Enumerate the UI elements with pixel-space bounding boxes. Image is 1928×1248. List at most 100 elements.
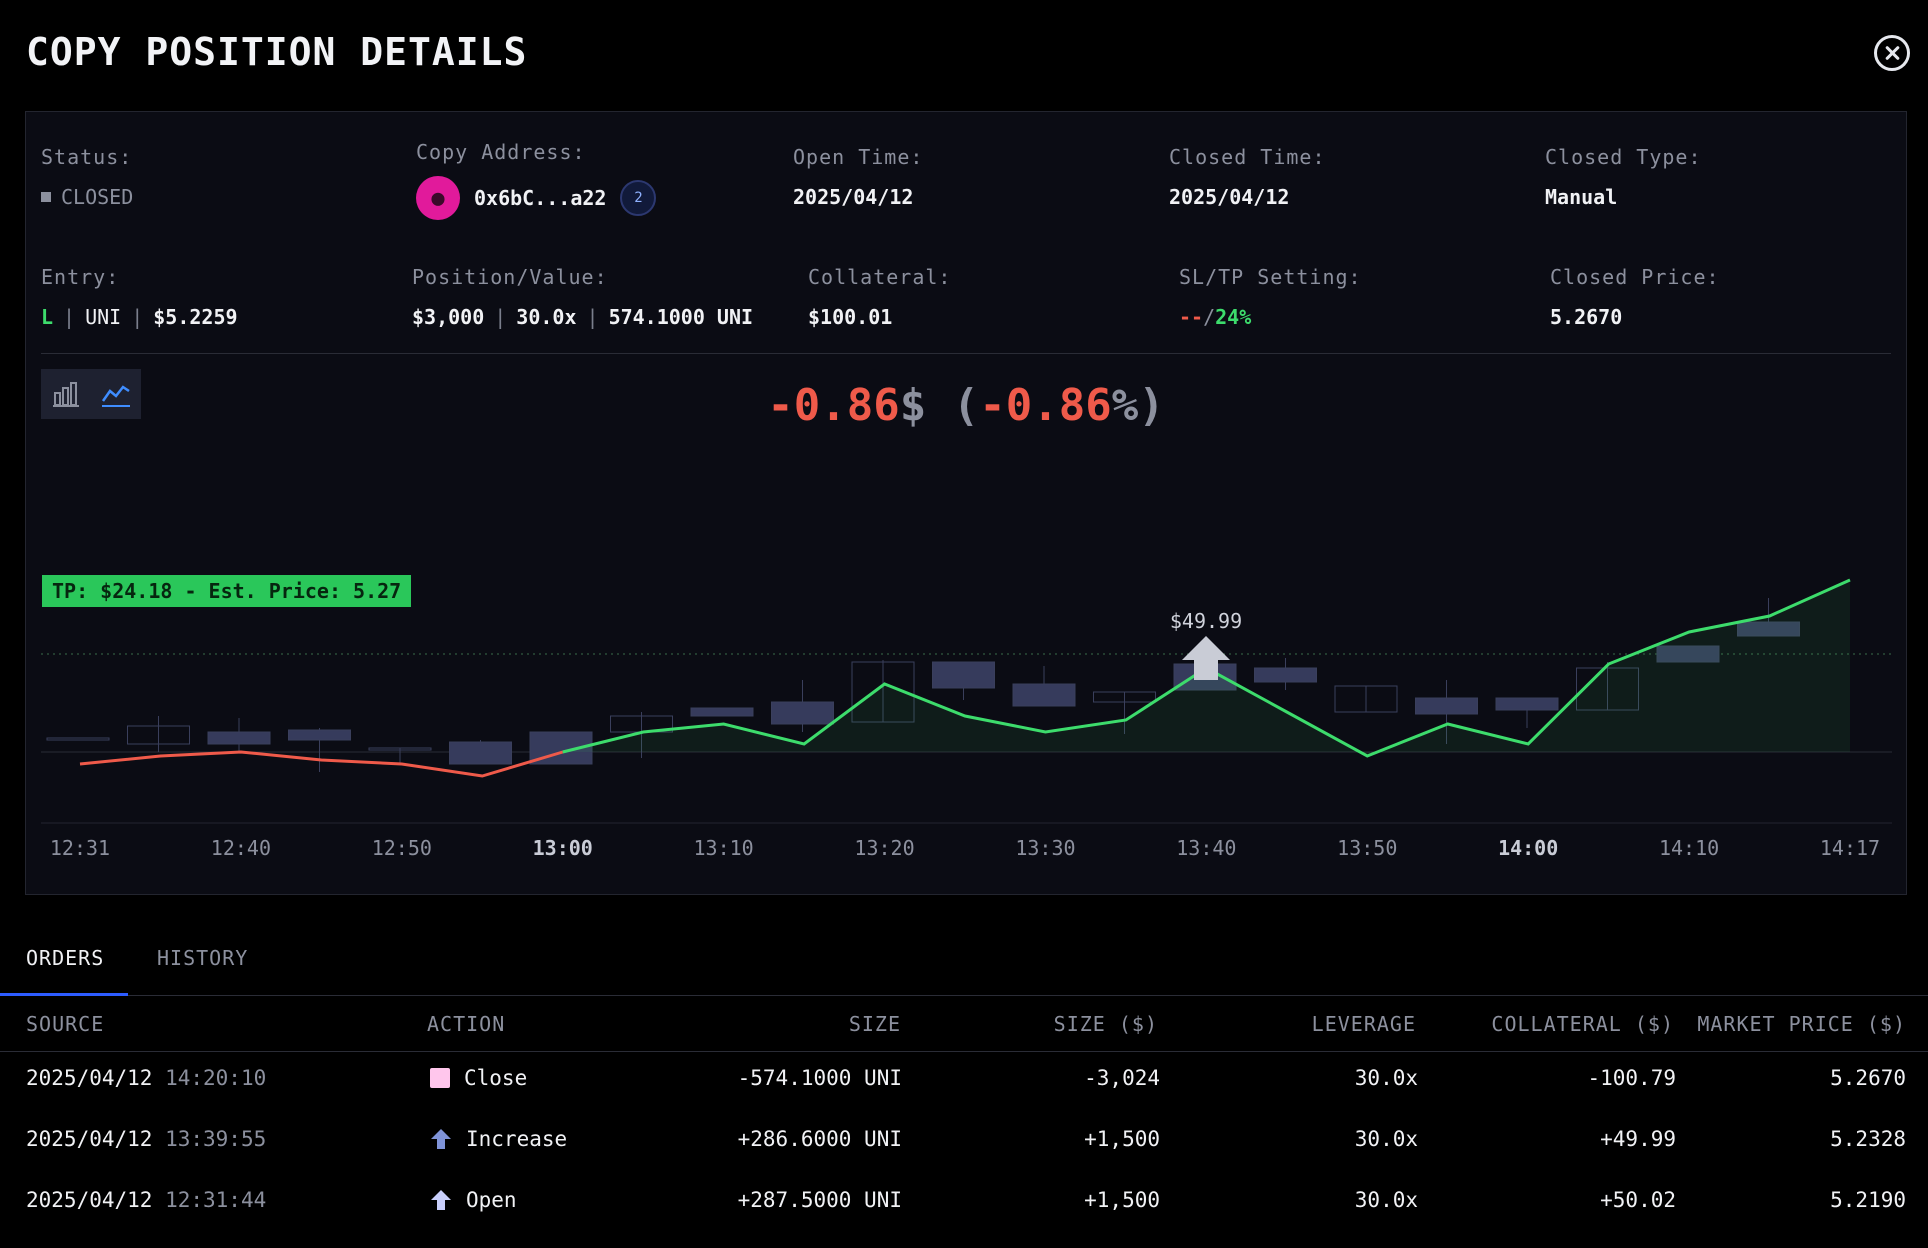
table-row[interactable]: 2025/04/12 13:39:55 Increase +286.6000 UNI…: [0, 1113, 1928, 1173]
x-tick-label: 14:10: [1658, 836, 1720, 860]
chart-type-toggle: [41, 369, 141, 419]
x-tick-label: 13:20: [854, 836, 915, 860]
entry-label: Entry:: [41, 265, 120, 289]
close-square-icon: [430, 1068, 450, 1088]
candle: [1334, 685, 1398, 713]
line-chart-icon: [101, 385, 130, 407]
sltp-field: SL/TP Setting: --/24%: [1179, 265, 1362, 329]
tab-orders[interactable]: ORDERS: [26, 946, 105, 970]
arrow-up-icon: [431, 1129, 451, 1149]
price-chart[interactable]: [26, 112, 1908, 896]
closed-time-label: Closed Time:: [1169, 145, 1326, 169]
collateral-cell: +50.02: [1600, 1188, 1676, 1212]
closed-time-value: 2025/04/12: [1169, 185, 1290, 209]
source-cell: 2025/04/12 12:31:44: [26, 1188, 266, 1212]
collateral-cell: +49.99: [1600, 1127, 1676, 1151]
candle: [1093, 691, 1156, 703]
candle: [1415, 697, 1478, 715]
collateral-value: $100.01: [808, 305, 893, 329]
closed-price-value: 5.2670: [1550, 305, 1623, 329]
position-leverage: 30.0x: [516, 305, 577, 329]
position-value-field: Position/Value: $3,000 | 30.0x | 574.1000 UN…: [412, 265, 754, 329]
position-value-label: Position/Value:: [412, 265, 608, 289]
table-row[interactable]: 2025/04/12 12:31:44 Open +287.5000 UNI +1,5…: [0, 1174, 1928, 1234]
market-price-cell: 5.2328: [1830, 1127, 1906, 1151]
action-cell: Close: [430, 1066, 527, 1090]
size-usd-cell: -3,024: [1084, 1066, 1160, 1090]
action-label: Open: [466, 1188, 517, 1212]
line-chart-button[interactable]: [91, 369, 141, 419]
x-tick-label: 13:10: [693, 836, 754, 860]
increase-arrow-icon: [1182, 636, 1230, 680]
size-cell: +287.5000 UNI: [737, 1188, 902, 1212]
chain-icon: 2: [620, 180, 657, 216]
position-amount: 574.1000 UNI: [608, 305, 754, 329]
sltp-slash: /: [1203, 305, 1216, 329]
candle: [449, 741, 512, 765]
col-size-usd: SIZE ($): [1053, 1012, 1158, 1036]
source-date: 2025/04/12: [26, 1066, 153, 1090]
increase-bubble: $49.99: [1169, 609, 1243, 633]
size-usd-cell: +1,500: [1084, 1127, 1160, 1151]
candle-chart-button[interactable]: [41, 369, 91, 419]
col-size: SIZE: [848, 1012, 901, 1036]
source-cell: 2025/04/12 13:39:55: [26, 1127, 266, 1151]
open-time-label: Open Time:: [793, 145, 924, 169]
collateral-field: Collateral: $100.01: [808, 265, 951, 329]
entry-token: UNI: [85, 305, 122, 329]
pnl-open-paren: (: [952, 380, 980, 431]
source-date: 2025/04/12: [26, 1127, 153, 1151]
size-usd-cell: +1,500: [1084, 1188, 1160, 1212]
source-time: 12:31:44: [165, 1188, 267, 1212]
candle: [1576, 667, 1639, 711]
closed-price-label: Closed Price:: [1550, 265, 1720, 289]
entry-side: L: [41, 305, 54, 329]
candle: [1656, 645, 1720, 663]
position-value: $3,000: [412, 305, 485, 329]
collateral-cell: -100.79: [1587, 1066, 1676, 1090]
table-row[interactable]: 2025/04/12 14:20:10 Close -574.1000 UNI -3,…: [0, 1052, 1928, 1112]
close-icon[interactable]: [1874, 35, 1910, 71]
status-field: Status: CLOSED: [41, 145, 133, 209]
open-time-field: Open Time: 2025/04/12: [793, 145, 923, 209]
tab-history[interactable]: HISTORY: [157, 946, 249, 970]
action-label: Increase: [466, 1127, 568, 1151]
bar-chart-icon: [53, 382, 79, 407]
copy-address-value[interactable]: 0x6bC...a22: [474, 186, 607, 210]
chain-badge: 2: [634, 190, 643, 206]
position-details-panel: Status: CLOSED Copy Address: ● 0x6bC...a…: [25, 111, 1907, 895]
col-source: SOURCE: [26, 1012, 105, 1036]
status-label: Status:: [41, 145, 133, 169]
candle: [1254, 667, 1317, 683]
pnl-percent: -0.86: [979, 380, 1112, 431]
candle: [288, 729, 351, 741]
pnl-percent-unit: %): [1111, 380, 1165, 431]
source-cell: 2025/04/12 14:20:10: [26, 1066, 266, 1090]
source-time: 14:20:10: [165, 1066, 267, 1090]
col-action: ACTION: [427, 1012, 506, 1036]
candle: [368, 747, 432, 751]
size-cell: -574.1000 UNI: [737, 1066, 902, 1090]
x-tick-label: 13:50: [1337, 836, 1398, 860]
pnl-summary: -0.86$ (-0.86%): [26, 380, 1906, 431]
entry-field: Entry: L | UNI | $5.2259: [41, 265, 238, 329]
market-price-cell: 5.2670: [1830, 1066, 1906, 1090]
arrow-up-icon: [431, 1190, 451, 1210]
source-time: 13:39:55: [165, 1127, 267, 1151]
copy-address-label: Copy Address:: [416, 140, 586, 164]
status-value: CLOSED: [61, 185, 134, 209]
closed-type-value: Manual: [1545, 185, 1618, 209]
x-tick-label: 13:40: [1176, 836, 1237, 860]
col-market-price: MARKET PRICE ($): [1697, 1012, 1906, 1036]
candle: [127, 725, 190, 745]
market-price-cell: 5.2190: [1830, 1188, 1906, 1212]
closed-price-field: Closed Price: 5.2670: [1550, 265, 1720, 329]
source-date: 2025/04/12: [26, 1188, 153, 1212]
candle: [771, 701, 834, 725]
avatar: ●: [416, 176, 460, 220]
entry-price: $5.2259: [153, 305, 238, 329]
leverage-cell: 30.0x: [1354, 1188, 1418, 1212]
status-square-icon: [41, 192, 51, 202]
x-tick-label: 13:00: [532, 836, 593, 860]
candle: [46, 737, 110, 741]
